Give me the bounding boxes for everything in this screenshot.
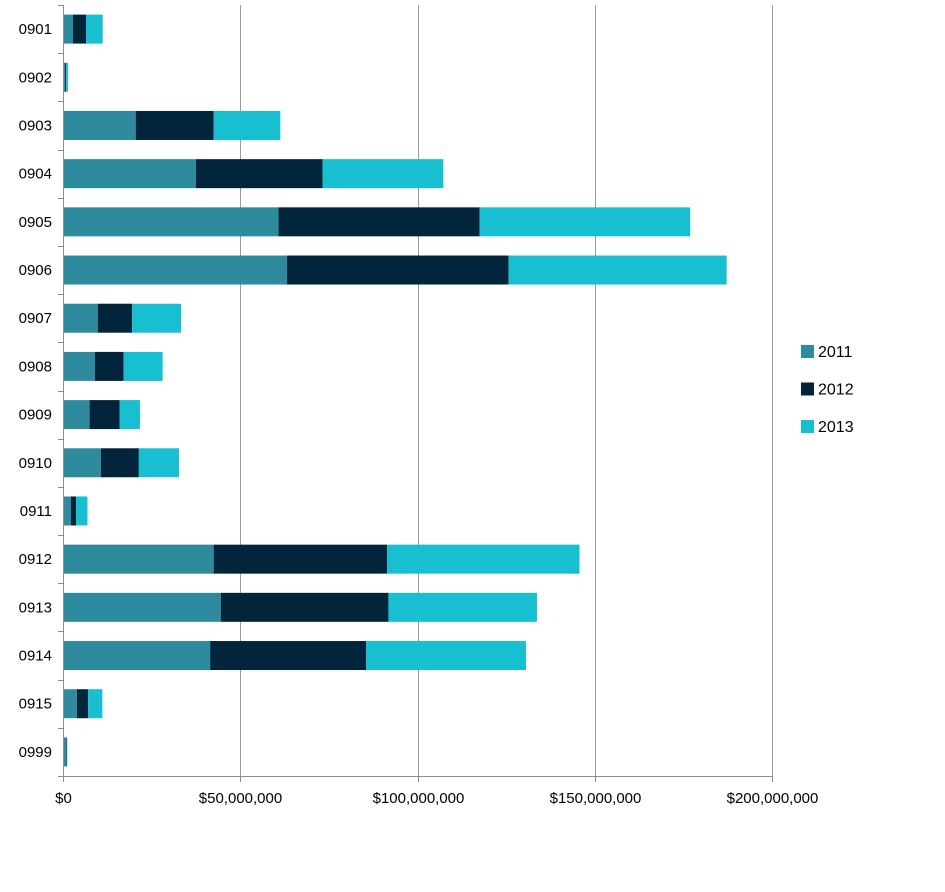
y-tick-label-0999: 0999: [19, 744, 52, 761]
bar-0903-2011: [63, 110, 136, 140]
axes: 0901 0902 0903 0904 0905 0906 0907 0908 0909 0910…: [19, 5, 819, 807]
bar-0913-2013: [388, 592, 537, 622]
bar-0912-2012: [213, 544, 388, 574]
x-tick-label-3: $150,000,000: [550, 790, 642, 807]
bar-0999-2011: [63, 737, 66, 767]
y-tick-label-0905: 0905: [19, 214, 52, 231]
bar-0999-2012: [65, 737, 67, 767]
bar-0904-2012: [195, 159, 323, 189]
bar-0913-2011: [63, 592, 221, 622]
legend: 2011 2012 2013: [801, 344, 854, 436]
bar-series: [63, 14, 727, 767]
bar-0901-2011: [63, 14, 73, 44]
bar-0914-2012: [210, 641, 367, 671]
legend-label-2013: 2013: [818, 419, 854, 436]
y-tick-label-0914: 0914: [19, 648, 52, 665]
bar-0904-2013: [322, 159, 444, 189]
bar-0909-2011: [63, 400, 90, 430]
bar-0902-2013: [66, 62, 68, 92]
x-tick-label-1: $50,000,000: [199, 790, 282, 807]
bar-0913-2012: [220, 592, 389, 622]
bar-0908-2011: [63, 351, 95, 381]
bar-0906-2011: [63, 255, 288, 285]
bar-0905-2012: [278, 207, 480, 237]
y-tick-label-0909: 0909: [19, 407, 52, 424]
y-tick-label-0908: 0908: [19, 358, 52, 375]
legend-label-2011: 2011: [818, 344, 853, 361]
bar-0911-2011: [63, 496, 71, 526]
bar-0909-2012: [89, 400, 120, 430]
bar-0903-2013: [213, 110, 281, 140]
y-tick-label-0912: 0912: [19, 551, 52, 568]
y-tick-label-0903: 0903: [19, 117, 52, 134]
bar-0907-2013: [132, 303, 182, 333]
bar-0908-2012: [94, 351, 124, 381]
bar-0905-2013: [479, 207, 691, 237]
bar-0914-2011: [63, 641, 211, 671]
y-tick-label-0911: 0911: [20, 503, 52, 520]
y-tick-label-0906: 0906: [19, 262, 52, 279]
y-tick-label-0913: 0913: [19, 599, 52, 616]
x-tick-label-0: $0: [55, 790, 72, 807]
y-tick-label-0904: 0904: [19, 166, 52, 183]
bar-0910-2013: [138, 448, 179, 478]
y-tick-label-0915: 0915: [19, 696, 52, 713]
y-tick-label-0907: 0907: [19, 310, 52, 327]
x-tick-label-2: $100,000,000: [373, 790, 465, 807]
bar-0915-2013: [88, 689, 103, 719]
bar-0910-2011: [63, 448, 101, 478]
bar-0915-2011: [63, 689, 77, 719]
bar-0905-2011: [63, 207, 279, 237]
bar-0912-2013: [387, 544, 580, 574]
bar-0906-2012: [287, 255, 509, 285]
legend-swatch-2013: [801, 420, 814, 433]
bar-0908-2013: [123, 351, 163, 381]
bar-0901-2012: [72, 14, 87, 44]
legend-label-2012: 2012: [818, 382, 854, 399]
x-tick-label-4: $200,000,000: [727, 790, 819, 807]
bar-0915-2012: [76, 689, 89, 719]
bar-0907-2012: [97, 303, 133, 333]
bar-0902-2012: [65, 62, 67, 92]
bar-0911-2013: [76, 496, 88, 526]
bar-0907-2011: [63, 303, 98, 333]
legend-swatch-2011: [801, 345, 814, 358]
bar-0904-2011: [63, 159, 196, 189]
bar-0906-2013: [508, 255, 727, 285]
bar-0909-2013: [119, 400, 140, 430]
y-tick-label-0910: 0910: [19, 455, 52, 472]
y-tick-label-0902: 0902: [19, 69, 52, 86]
bar-0912-2011: [63, 544, 214, 574]
bar-0911-2012: [70, 496, 77, 526]
bar-0902-2011: [63, 62, 66, 92]
bar-0999-2013: [66, 737, 68, 767]
legend-swatch-2012: [801, 382, 814, 396]
bar-0903-2012: [135, 110, 214, 140]
bar-0901-2013: [86, 14, 103, 44]
y-tick-label-0901: 0901: [19, 21, 52, 38]
bar-0910-2012: [100, 448, 139, 478]
bar-0914-2013: [366, 641, 526, 671]
